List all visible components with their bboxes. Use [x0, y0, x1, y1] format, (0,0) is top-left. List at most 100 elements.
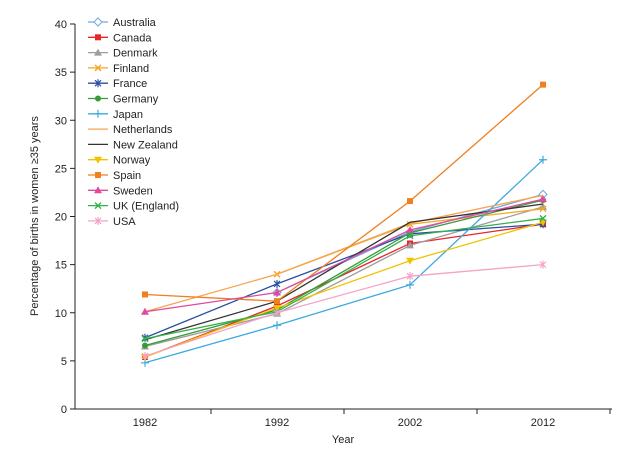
legend-swatch-marker: [94, 48, 102, 56]
data-point: [273, 288, 281, 296]
legend-label: Germany: [113, 94, 159, 106]
data-point: [406, 225, 414, 233]
series-norway: [141, 219, 547, 362]
legend-label: New Zealand: [113, 139, 178, 151]
series-line: [144, 84, 544, 302]
legend-swatch-marker: [94, 64, 102, 72]
legend-label: Norway: [113, 155, 151, 167]
data-point: [539, 155, 547, 164]
legend-swatch-marker: [95, 95, 101, 102]
legend-swatch-marker: [94, 186, 102, 194]
legend-label: Spain: [113, 170, 141, 182]
data-point: [142, 291, 148, 298]
legend-swatch-marker: [94, 109, 102, 118]
series-canada: [142, 221, 546, 361]
data-point: [273, 321, 281, 330]
legend-label: Finland: [113, 63, 149, 75]
data-point: [273, 308, 281, 317]
legend-label: Japan: [113, 109, 143, 121]
data-point: [406, 241, 414, 249]
series-uk-england: [141, 214, 547, 343]
data-point: [273, 279, 281, 288]
series-line: [144, 206, 544, 348]
legend-item: New Zealand: [88, 139, 178, 151]
data-point: [539, 214, 547, 222]
data-point: [539, 205, 547, 213]
data-point: [540, 81, 546, 88]
data-point: [141, 307, 149, 315]
series-spain: [142, 81, 546, 305]
legend-swatch-marker: [94, 216, 102, 225]
y-ticks: 0 5 10 15 20 25 30 35 40: [55, 19, 75, 416]
data-point: [273, 304, 281, 312]
x-tick-label: 2002: [398, 417, 422, 429]
data-point: [539, 195, 547, 203]
legend-swatch-marker: [94, 79, 102, 88]
series-netherlands: [144, 194, 544, 313]
y-tick-label: 5: [61, 356, 67, 368]
series-line: [144, 217, 544, 340]
legend-swatch-marker: [95, 172, 101, 178]
data-point: [274, 298, 280, 305]
y-tick-label: 10: [55, 308, 67, 320]
legend-label: Sweden: [113, 185, 153, 197]
legend-item: France: [88, 78, 147, 90]
data-point: [406, 280, 414, 289]
legend-item: Sweden: [88, 185, 153, 197]
data-point: [406, 272, 414, 281]
data-point: [407, 198, 413, 205]
series-line: [144, 194, 544, 313]
x-ticks: 1982 1992 2002 2012: [133, 409, 611, 429]
y-tick-label: 35: [55, 67, 67, 79]
series-line: [144, 199, 544, 347]
legend: Australia Canada Denmark Finland France Germa…: [88, 17, 179, 228]
y-tick-label: 0: [61, 404, 67, 416]
series-line: [144, 221, 544, 358]
legend-swatch-marker: [94, 156, 102, 164]
legend-item: Canada: [88, 32, 152, 44]
data-point: [142, 342, 148, 349]
data-point: [406, 257, 414, 265]
series-line: [144, 198, 544, 313]
y-tick-label: 25: [55, 163, 67, 175]
series-group: [141, 81, 548, 367]
legend-item: Japan: [88, 109, 143, 121]
data-point: [406, 232, 414, 240]
y-tick-label: 15: [55, 260, 67, 272]
legend-label: Netherlands: [113, 124, 173, 136]
x-axis-title: Year: [332, 434, 355, 446]
legend-label: Canada: [113, 32, 152, 44]
series-line: [144, 263, 544, 357]
x-tick-label: 1982: [133, 417, 157, 429]
legend-item: Netherlands: [88, 124, 173, 136]
y-axis-title: Percentage of births in women ≥35 years: [29, 116, 41, 316]
series-line: [144, 223, 544, 339]
series-japan: [141, 155, 547, 367]
series-line: [144, 223, 544, 358]
legend-label: Denmark: [113, 48, 158, 60]
axes: 0 5 10 15 20 25 30 35 40 1982 1992 2002 2012: [55, 19, 612, 429]
legend-label: France: [113, 78, 147, 90]
series-usa: [141, 260, 547, 361]
x-tick-label: 2012: [531, 417, 555, 429]
legend-item: Norway: [88, 155, 151, 167]
legend-label: UK (England): [113, 201, 179, 213]
legend-item: Australia: [88, 17, 157, 29]
y-tick-label: 40: [55, 19, 67, 31]
data-point: [539, 260, 547, 269]
legend-item: USA: [88, 216, 136, 228]
series-line: [144, 159, 544, 364]
y-tick-label: 20: [55, 212, 67, 224]
data-point: [539, 202, 547, 210]
legend-item: Denmark: [88, 48, 158, 60]
legend-swatch-marker: [95, 34, 101, 41]
legend-label: USA: [113, 216, 136, 228]
x-tick-label: 1992: [265, 417, 289, 429]
legend-swatch-marker: [94, 202, 102, 210]
legend-item: UK (England): [88, 201, 179, 213]
legend-label: Australia: [113, 17, 157, 29]
legend-item: Finland: [88, 63, 149, 75]
data-point: [141, 352, 149, 361]
legend-item: Germany: [88, 94, 159, 106]
